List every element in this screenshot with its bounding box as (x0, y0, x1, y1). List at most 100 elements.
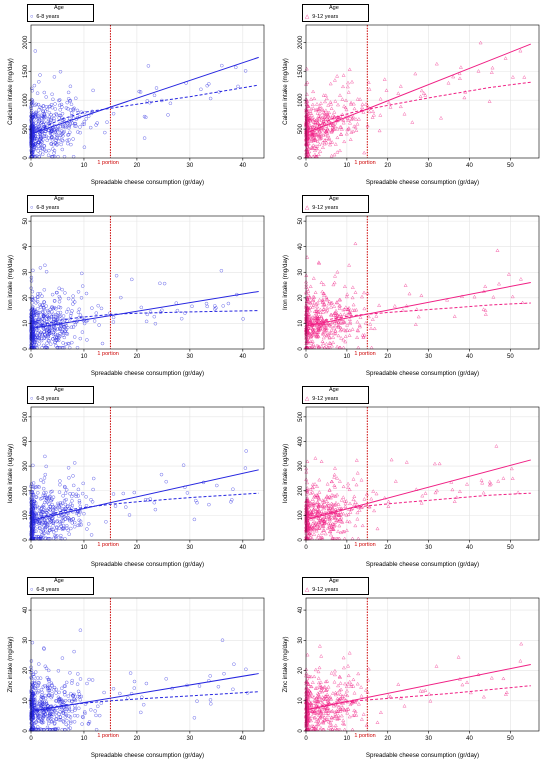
scatter-point (71, 492, 75, 496)
scatter-point (325, 297, 329, 302)
scatter-point (344, 98, 348, 102)
scatter-point (319, 688, 324, 692)
scatter-point (146, 498, 150, 502)
scatter-point (60, 506, 65, 511)
scatter-point (309, 501, 314, 506)
scatter-point (86, 722, 91, 726)
y-tick-label: 10 (298, 697, 304, 704)
scatter-point (306, 305, 310, 309)
scatter-point (329, 696, 334, 701)
scatter-point (413, 71, 418, 76)
scatter-point (33, 686, 37, 690)
scatter-point (345, 116, 350, 121)
scatter-point (60, 111, 65, 116)
scatter-point (41, 529, 45, 534)
scatter-point (423, 93, 428, 97)
scatter-point (326, 713, 330, 718)
scatter-point (316, 152, 321, 156)
scatter-point (305, 321, 310, 326)
scatter-point (313, 148, 317, 153)
scatter-point (37, 329, 41, 333)
scatter-point (310, 485, 315, 490)
scatter-point (43, 664, 48, 669)
scatter-point (332, 668, 337, 673)
scatter-point (355, 681, 360, 686)
scatter-point (454, 495, 459, 499)
scatter-point (50, 709, 55, 713)
scatter-point (59, 503, 63, 507)
scatter-point (341, 307, 346, 312)
scatter-point (332, 672, 337, 677)
scatter-point (317, 521, 322, 526)
scatter-point (451, 74, 456, 79)
scatter-point (67, 707, 72, 711)
scatter-point (222, 671, 226, 676)
scatter-point (316, 344, 321, 348)
scatter-point (323, 325, 328, 330)
scatter-point (197, 684, 202, 688)
scatter-point (311, 276, 316, 280)
scatter-point (308, 508, 313, 513)
scatter-point (305, 286, 310, 291)
scatter-point (74, 494, 78, 499)
scatter-point (47, 104, 52, 109)
scatter-point (316, 114, 321, 118)
scatter-point (40, 695, 44, 700)
scatter-point (339, 321, 344, 325)
scatter-point (46, 668, 51, 673)
scatter-point (29, 151, 34, 155)
scatter-point (332, 126, 337, 131)
scatter-point (313, 130, 317, 134)
scatter-point (310, 525, 315, 529)
scatter-point (366, 80, 371, 84)
scatter-point (35, 299, 40, 304)
scatter-point (359, 693, 364, 698)
scatter-point (65, 332, 70, 336)
scatter-point (313, 667, 318, 672)
scatter-point (314, 719, 319, 723)
scatter-point (69, 111, 74, 115)
x-tick-label: 30 (187, 545, 194, 551)
scatter-point (366, 314, 371, 319)
scatter-point (341, 495, 346, 499)
x-tick-label: 0 (304, 545, 308, 551)
y-tick-label: 20 (298, 667, 304, 674)
scatter-point (44, 700, 49, 704)
scatter-point (378, 113, 383, 117)
scatter-point (48, 331, 52, 335)
scatter-point (313, 686, 318, 690)
scatter-point (97, 323, 101, 327)
chart-panel: 1 portion 0 10 20 30 40 50 0 500 1000 1500 2000 Spre… (275, 0, 550, 191)
scatter-point (324, 326, 329, 330)
plot-area (306, 216, 539, 349)
scatter-point (32, 323, 36, 328)
scatter-point (343, 692, 348, 696)
scatter-point (208, 698, 213, 702)
scatter-point (305, 317, 310, 321)
scatter-point (63, 325, 67, 329)
scatter-point (335, 126, 340, 131)
scatter-point (51, 521, 56, 526)
scatter-point (67, 126, 71, 130)
scatter-point (37, 108, 41, 112)
scatter-point (41, 109, 46, 114)
scatter-point (84, 495, 88, 499)
scatter-point (333, 502, 338, 507)
scatter-point (329, 301, 334, 305)
scatter-point (481, 694, 486, 699)
x-tick-label: 30 (187, 354, 194, 360)
scatter-point (56, 501, 60, 506)
scatter-point (489, 675, 494, 680)
scatter-point (54, 111, 58, 116)
scatter-point (80, 491, 85, 496)
scatter-point (349, 684, 354, 688)
scatter-point (324, 504, 329, 509)
scatter-point (315, 121, 320, 125)
scatter-point (319, 131, 324, 136)
scatter-point (310, 344, 314, 349)
scatter-point (72, 300, 77, 304)
scatter-point (338, 692, 343, 696)
scatter-point (60, 138, 64, 142)
